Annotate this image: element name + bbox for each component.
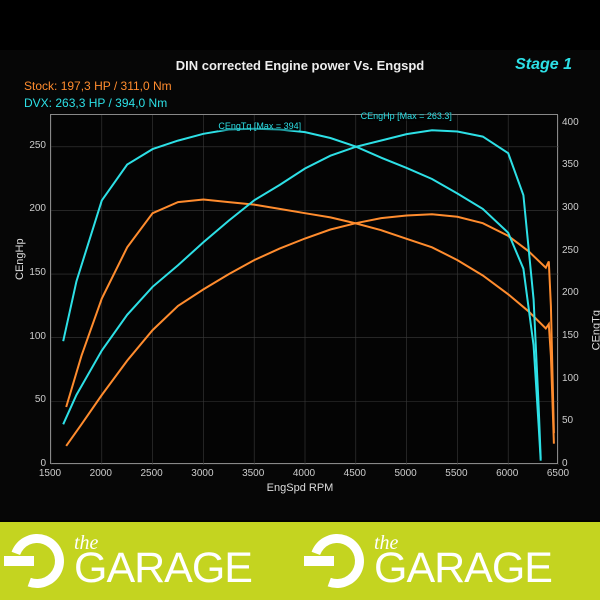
- y2-tick: 150: [562, 330, 579, 341]
- y1-tick: 250: [29, 140, 46, 151]
- wrench-g-icon: [308, 532, 366, 590]
- peak-annotation: CEngHp [Max = 263.3]: [361, 111, 452, 121]
- y2-tick: 200: [562, 287, 579, 298]
- x-tick: 2000: [89, 468, 113, 479]
- y1-tick: 100: [29, 331, 46, 342]
- y1-tick: 200: [29, 203, 46, 214]
- x-tick: 5500: [444, 468, 468, 479]
- legend-stock: Stock: 197,3 HP / 311,0 Nm: [24, 78, 172, 95]
- x-tick: 6500: [546, 468, 570, 479]
- x-axis-label: EngSpd RPM: [0, 482, 600, 494]
- x-tick: 3000: [190, 468, 214, 479]
- x-tick: 4000: [292, 468, 316, 479]
- peak-annotation: CEngTq [Max = 394]: [218, 121, 301, 131]
- y2-axis-label: CEngTq: [590, 310, 600, 350]
- y2-tick: 250: [562, 245, 579, 256]
- y2-tick: 300: [562, 202, 579, 213]
- footer-banner: the GARAGE the GARAGE: [0, 522, 600, 600]
- y2-tick: 50: [562, 415, 573, 426]
- plot-svg: [51, 115, 559, 465]
- footer-logo-2: the GARAGE: [300, 522, 600, 600]
- x-tick: 2500: [140, 468, 164, 479]
- chart-title: DIN corrected Engine power Vs. Engspd: [0, 58, 600, 73]
- wrench-g-icon: [8, 532, 66, 590]
- y1-tick: 150: [29, 267, 46, 278]
- stage-label: Stage 1: [515, 56, 572, 74]
- y2-tick: 350: [562, 159, 579, 170]
- dyno-chart: DIN corrected Engine power Vs. Engspd St…: [0, 50, 600, 520]
- y2-tick: 100: [562, 373, 579, 384]
- legend: Stock: 197,3 HP / 311,0 Nm DVX: 263,3 HP…: [24, 78, 172, 112]
- y1-tick: 50: [35, 394, 46, 405]
- x-tick: 5000: [394, 468, 418, 479]
- x-tick: 1500: [38, 468, 62, 479]
- x-tick: 4500: [343, 468, 367, 479]
- x-tick: 6000: [495, 468, 519, 479]
- y2-tick: 400: [562, 117, 579, 128]
- logo-garage: GARAGE: [374, 552, 552, 586]
- footer-logo-1: the GARAGE: [0, 522, 300, 600]
- y1-tick: 0: [40, 458, 46, 469]
- logo-garage: GARAGE: [74, 552, 252, 586]
- y1-axis-label: CEngHp: [14, 238, 26, 280]
- legend-dvx: DVX: 263,3 HP / 394,0 Nm: [24, 95, 172, 112]
- x-tick: 3500: [241, 468, 265, 479]
- y2-tick: 0: [562, 458, 568, 469]
- plot-area: [50, 114, 558, 464]
